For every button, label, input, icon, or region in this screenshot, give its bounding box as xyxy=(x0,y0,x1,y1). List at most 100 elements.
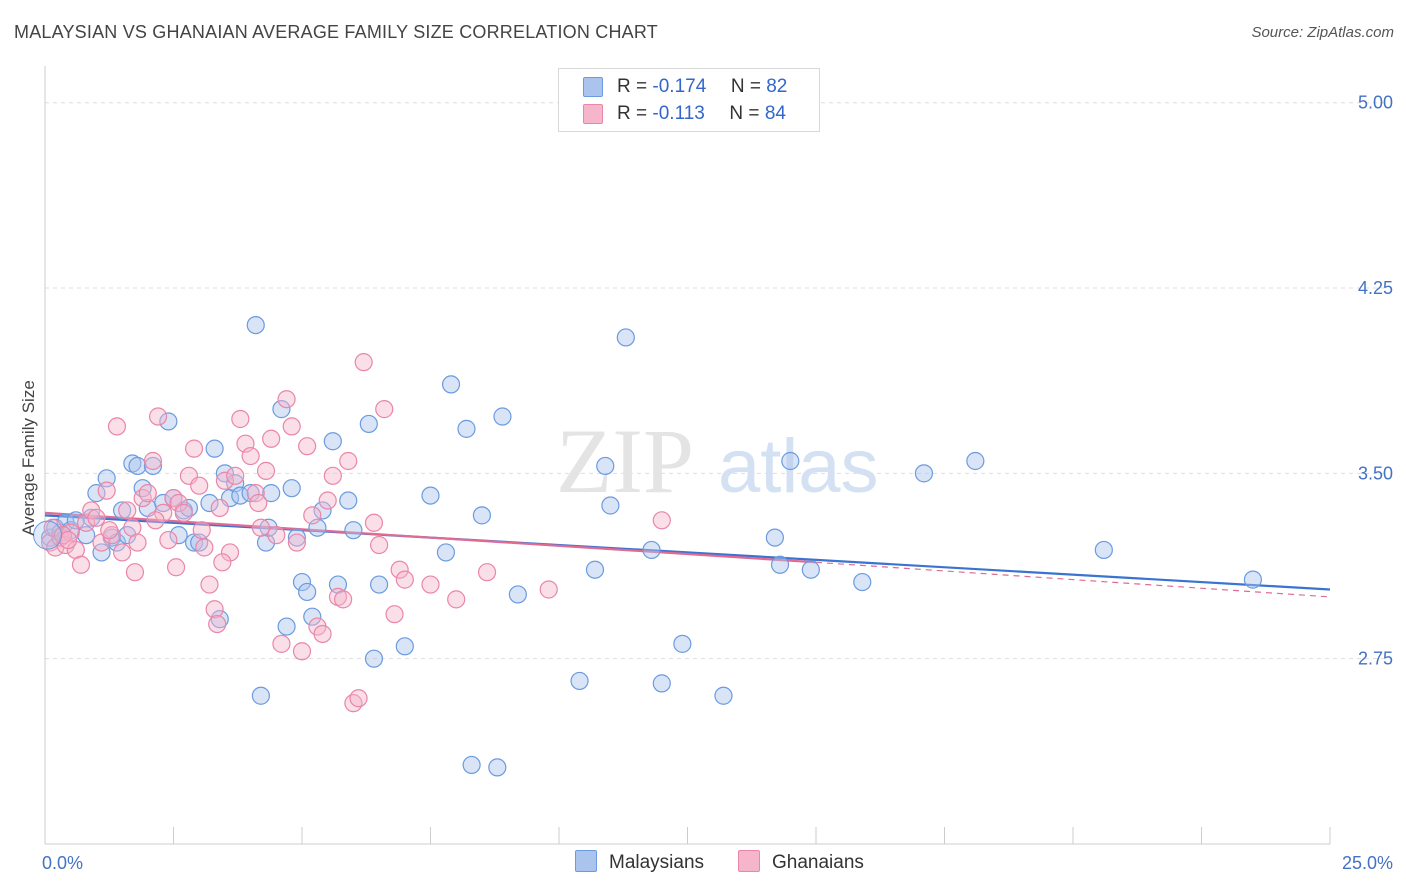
axes xyxy=(44,66,1331,845)
scatter-point-malaysians xyxy=(169,526,188,545)
scatter-point-ghanaians xyxy=(192,521,211,540)
scatter-point-ghanaians xyxy=(231,409,250,429)
scatter-point-malaysians xyxy=(596,456,615,476)
scatter-point-ghanaians xyxy=(43,518,62,537)
scatter-point-ghanaians xyxy=(159,530,178,550)
correlation-legend: R = -0.174 N = 82 R = -0.113 N = 84 xyxy=(558,68,820,132)
scatter-point-malaysians xyxy=(323,432,342,451)
scatter-point-malaysians xyxy=(601,496,620,515)
scatter-point-malaysians xyxy=(359,414,378,434)
scatter-point-ghanaians xyxy=(349,689,368,708)
scatter-point-malaysians xyxy=(33,520,63,550)
scatter-point-ghanaians xyxy=(318,491,337,510)
scatter-point-ghanaians xyxy=(208,614,227,634)
scatter-point-ghanaians xyxy=(154,503,173,522)
scatter-point-ghanaians xyxy=(100,521,119,540)
watermark-zip: ZIP xyxy=(556,410,694,512)
scatter-point-ghanaians xyxy=(272,634,291,653)
scatter-point-malaysians xyxy=(652,674,671,693)
legend-r-value: -0.174 xyxy=(652,76,707,97)
scatter-point-malaysians xyxy=(801,560,820,579)
scatter-point-malaysians xyxy=(441,375,461,394)
scatter-point-malaysians xyxy=(1094,540,1113,560)
scatter-point-malaysians xyxy=(159,412,178,431)
scatter-point-ghanaians xyxy=(190,476,209,495)
scatter-point-ghanaians xyxy=(303,506,322,525)
scatter-point-ghanaians xyxy=(390,560,409,579)
scatter-point-ghanaians xyxy=(59,530,78,550)
scatter-point-ghanaians xyxy=(539,580,558,599)
scatter-point-malaysians xyxy=(143,456,163,476)
scatter-point-ghanaians xyxy=(195,538,214,557)
bottom-legend-label: Malaysians xyxy=(609,852,705,874)
scatter-point-ghanaians xyxy=(262,429,281,448)
scatter-point-malaysians xyxy=(714,686,733,705)
scatter-point-malaysians xyxy=(488,758,507,777)
scatter-point-ghanaians xyxy=(370,535,389,555)
scatter-point-malaysians xyxy=(246,315,265,335)
scatter-point-malaysians xyxy=(259,518,278,537)
grid-lines xyxy=(45,102,1385,660)
scatter-point-ghanaians xyxy=(71,555,91,574)
scatter-point-ghanaians xyxy=(313,624,332,644)
scatter-point-ghanaians xyxy=(125,563,145,582)
scatter-point-ghanaians xyxy=(344,694,363,713)
bottom-legend-swatch-ghanaians xyxy=(738,850,760,872)
scatter-point-malaysians xyxy=(200,493,219,513)
chart-title: MALAYSIAN VS GHANAIAN AVERAGE FAMILY SIZ… xyxy=(14,22,658,42)
scatter-point-malaysians xyxy=(82,508,101,527)
legend-r-label: R = xyxy=(617,76,648,97)
scatter-point-malaysians xyxy=(77,526,96,545)
scatter-point-ghanaians xyxy=(277,390,296,409)
scatter-point-ghanaians xyxy=(241,446,260,466)
scatter-point-ghanaians xyxy=(164,488,183,508)
scatter-point-malaysians xyxy=(1243,570,1263,589)
scatter-point-ghanaians xyxy=(184,439,204,458)
scatter-point-malaysians xyxy=(277,617,296,636)
scatter-point-ghanaians xyxy=(421,575,440,594)
scatter-point-malaysians xyxy=(673,634,692,653)
x-tick-label: 0.0% xyxy=(42,853,83,873)
scatter-point-ghanaians xyxy=(107,417,127,436)
y-tick-label: 3.50 xyxy=(1358,463,1393,483)
scatter-point-malaysians xyxy=(421,486,440,505)
tick-labels: 2.75 3.50 4.25 5.00 0.0% 25.0% xyxy=(42,93,1393,873)
scatter-point-ghanaians xyxy=(146,511,165,530)
scatter-point-malaysians xyxy=(282,479,301,498)
bottom-legend-swatch-malaysians xyxy=(575,850,597,872)
data-points xyxy=(33,315,1263,777)
scatter-point-malaysians xyxy=(112,501,132,520)
scatter-point-ghanaians xyxy=(133,488,152,508)
legend-swatch-ghanaians xyxy=(583,104,603,124)
scatter-point-malaysians xyxy=(853,572,872,592)
scatter-point-malaysians xyxy=(493,407,512,426)
y-tick-label: 4.25 xyxy=(1358,278,1393,298)
scatter-point-malaysians xyxy=(914,464,934,483)
legend-swatch-malaysians xyxy=(583,77,603,97)
scatter-point-malaysians xyxy=(339,491,358,510)
scatter-point-malaysians xyxy=(585,560,605,579)
scatter-point-ghanaians xyxy=(205,600,224,619)
legend-n-label: N = xyxy=(730,76,761,97)
scatter-point-malaysians xyxy=(462,755,481,775)
scatter-point-malaysians xyxy=(642,540,661,560)
scatter-point-malaysians xyxy=(205,439,224,458)
scatter-point-ghanaians xyxy=(364,513,384,532)
scatter-point-ghanaians xyxy=(166,558,186,577)
scatter-point-malaysians xyxy=(616,328,635,347)
scatter-point-ghanaians xyxy=(339,451,358,471)
trend-line-extension-ghanaians xyxy=(815,561,1331,598)
scatter-point-ghanaians xyxy=(447,590,466,609)
scatter-point-malaysians xyxy=(313,501,332,520)
scatter-point-ghanaians xyxy=(298,437,317,456)
bottom-legend-ghanaians: Ghanaians xyxy=(738,850,864,874)
scatter-point-malaysians xyxy=(133,479,152,498)
watermark: ZIP atlas xyxy=(556,410,879,512)
legend-n-label: N = xyxy=(729,103,760,124)
scatter-point-ghanaians xyxy=(102,526,121,545)
scatter-point-malaysians xyxy=(292,572,312,592)
scatter-point-malaysians xyxy=(97,469,116,488)
scatter-point-malaysians xyxy=(781,451,800,471)
scatter-point-ghanaians xyxy=(375,400,394,419)
